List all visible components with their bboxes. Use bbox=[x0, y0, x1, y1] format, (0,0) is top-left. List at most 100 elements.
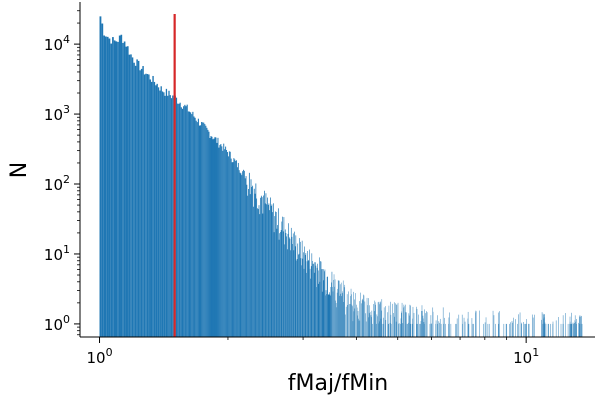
histogram-bar bbox=[343, 287, 345, 337]
histogram-bar bbox=[231, 162, 233, 337]
y-tick-base: 10 bbox=[44, 106, 63, 124]
histogram-bar bbox=[359, 320, 361, 337]
histogram-bar bbox=[224, 149, 226, 337]
x-tick-base: 10 bbox=[86, 349, 105, 367]
histogram-bar bbox=[117, 41, 119, 338]
histogram-bar bbox=[383, 323, 385, 337]
histogram-bar bbox=[309, 249, 310, 337]
histogram-bar bbox=[284, 244, 285, 337]
histogram-bar bbox=[525, 323, 526, 337]
histogram-bar bbox=[411, 323, 413, 337]
histogram-bar bbox=[370, 315, 372, 337]
histogram-bar bbox=[277, 225, 278, 337]
histogram-bar bbox=[345, 306, 347, 337]
histogram-bar bbox=[259, 214, 261, 337]
histogram-bar bbox=[315, 262, 316, 337]
histogram-bar bbox=[296, 259, 298, 337]
histogram-bar bbox=[396, 304, 397, 337]
histogram-bar bbox=[371, 310, 373, 337]
histogram-bar bbox=[413, 312, 415, 337]
histogram-bar bbox=[292, 233, 294, 337]
histogram-bar bbox=[288, 237, 290, 337]
histogram-bar bbox=[360, 303, 362, 337]
histogram-bar bbox=[440, 323, 442, 337]
histogram-bar bbox=[238, 170, 240, 337]
histogram-bar bbox=[335, 300, 336, 337]
histogram-bar bbox=[378, 301, 380, 337]
histogram-bar bbox=[348, 291, 349, 337]
histogram-bar bbox=[389, 323, 391, 337]
histogram-bar bbox=[203, 122, 205, 338]
histogram-bar bbox=[409, 323, 411, 337]
histogram-bar bbox=[243, 169, 244, 337]
histogram-bar bbox=[344, 284, 346, 337]
histogram-bar bbox=[572, 322, 574, 337]
histogram-bar bbox=[468, 323, 469, 337]
histogram-bar bbox=[550, 323, 551, 337]
histogram-bar bbox=[175, 97, 178, 337]
histogram-bar bbox=[252, 185, 254, 337]
histogram-bar bbox=[112, 37, 114, 337]
histogram-bar bbox=[323, 280, 325, 337]
histogram-bar bbox=[357, 315, 358, 337]
histogram-bar bbox=[316, 267, 318, 337]
histogram-bar bbox=[242, 171, 244, 337]
histogram-bar bbox=[316, 287, 317, 337]
histogram-bar bbox=[506, 323, 508, 337]
histogram-bar bbox=[113, 40, 116, 337]
histogram-bar bbox=[379, 304, 381, 337]
histogram-bar bbox=[106, 36, 109, 338]
histogram-bar bbox=[342, 280, 344, 337]
histogram-bar bbox=[260, 195, 262, 337]
histogram-bar bbox=[251, 187, 253, 337]
histogram-bar bbox=[397, 302, 399, 337]
histogram-bar bbox=[149, 79, 151, 337]
histogram-bar bbox=[200, 125, 202, 337]
histogram-bar bbox=[503, 323, 505, 337]
histogram-bar bbox=[443, 323, 444, 337]
histogram-bar bbox=[515, 319, 516, 337]
histogram-bar bbox=[267, 204, 269, 337]
histogram-bar bbox=[346, 294, 348, 337]
histogram-bar bbox=[358, 318, 359, 337]
histogram-bar bbox=[118, 35, 121, 337]
histogram-bar bbox=[547, 323, 549, 337]
histogram-bar bbox=[367, 305, 368, 337]
x-tick-label: 100 bbox=[86, 346, 112, 367]
histogram-bar bbox=[317, 263, 318, 337]
histogram-bar bbox=[532, 317, 534, 337]
histogram-bar bbox=[287, 233, 289, 337]
histogram-bar bbox=[521, 322, 522, 337]
x-axis-label: fMaj/fMin bbox=[288, 371, 389, 396]
histogram-bar bbox=[155, 85, 157, 337]
histogram-bar bbox=[412, 306, 414, 337]
histogram-bar bbox=[289, 238, 291, 337]
histogram-bar bbox=[512, 322, 513, 337]
histogram-bar bbox=[334, 279, 336, 337]
y-axis-label: N bbox=[7, 162, 32, 178]
histogram-bar bbox=[580, 323, 582, 337]
histogram-bar bbox=[190, 112, 192, 337]
histogram-bar bbox=[328, 294, 330, 337]
histogram-bar bbox=[272, 212, 273, 337]
histogram-bar bbox=[376, 314, 378, 337]
histogram-bar bbox=[239, 172, 241, 337]
histogram-bar bbox=[342, 291, 344, 337]
histogram-bar bbox=[210, 136, 212, 337]
histogram-bar bbox=[153, 81, 156, 337]
histogram-bar bbox=[327, 276, 328, 337]
histogram-bar bbox=[103, 35, 105, 338]
histogram-bar bbox=[410, 305, 411, 337]
histogram-bar bbox=[270, 197, 271, 337]
histogram-bar bbox=[472, 323, 474, 337]
histogram-bar bbox=[344, 314, 346, 337]
histogram-bar bbox=[314, 262, 316, 337]
histogram-bar bbox=[410, 323, 412, 337]
x-tick-base: 10 bbox=[513, 349, 532, 367]
histogram-bar bbox=[148, 74, 150, 337]
histogram-bar bbox=[429, 323, 431, 337]
histogram-bar bbox=[343, 301, 345, 337]
histogram-bar bbox=[368, 298, 369, 337]
histogram-bar bbox=[128, 54, 131, 337]
histogram-bar bbox=[531, 314, 533, 337]
